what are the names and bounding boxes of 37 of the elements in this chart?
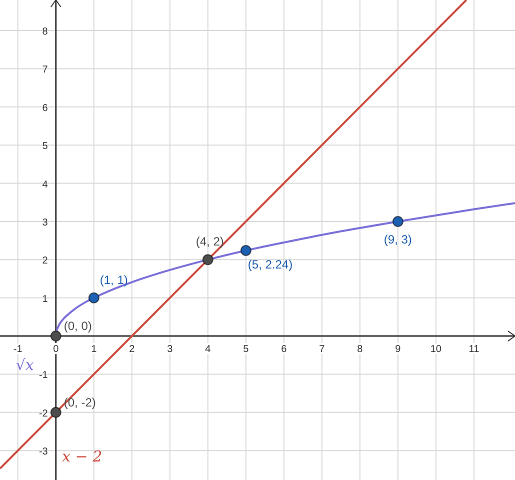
- y-tick-label: 8: [42, 26, 48, 38]
- annotation: (9, 3): [384, 232, 412, 246]
- x-tick-label: 7: [319, 344, 326, 356]
- y-tick-label: 3: [42, 217, 48, 228]
- y-tick-label: 5: [42, 141, 48, 152]
- y-tick-label: 6: [42, 102, 48, 114]
- x-tick-label: 1: [91, 344, 98, 356]
- y-tick-label: 1: [42, 294, 48, 305]
- annotation: (5, 2.24): [248, 258, 293, 272]
- series-label: √x: [16, 356, 34, 374]
- x-tick-label: 2: [129, 344, 136, 356]
- point: [392, 216, 404, 227]
- annotation: (0, 0): [64, 319, 92, 334]
- point: [50, 330, 62, 342]
- x-tick-label: 9: [395, 344, 402, 356]
- y-tick-label: 7: [42, 64, 48, 76]
- annotation: (0, -2): [64, 395, 96, 410]
- y-tick-label: -2: [38, 408, 48, 420]
- x-tick-label: 6: [281, 344, 288, 356]
- point: [88, 292, 100, 304]
- y-tick-label: 2: [42, 256, 48, 267]
- x-tick-label: 3: [167, 344, 174, 356]
- y-tick-label: -3: [38, 446, 48, 458]
- x-tick-label: -1: [13, 344, 23, 356]
- x-tick-label: 5: [243, 344, 250, 356]
- y-tick-label: -1: [38, 370, 48, 382]
- annotation: (4, 2): [196, 234, 224, 249]
- x-tick-label: 4: [205, 344, 212, 356]
- y-tick-label: 4: [42, 179, 48, 190]
- series-label: x − 2: [62, 448, 102, 466]
- x-tick-label: 8: [357, 344, 364, 356]
- point: [202, 254, 214, 266]
- x-tick-label: 11: [468, 344, 480, 356]
- x-tick-label: 10: [430, 344, 442, 356]
- annotation: (1, 1): [100, 272, 128, 287]
- point: [50, 406, 62, 418]
- point: [240, 245, 252, 256]
